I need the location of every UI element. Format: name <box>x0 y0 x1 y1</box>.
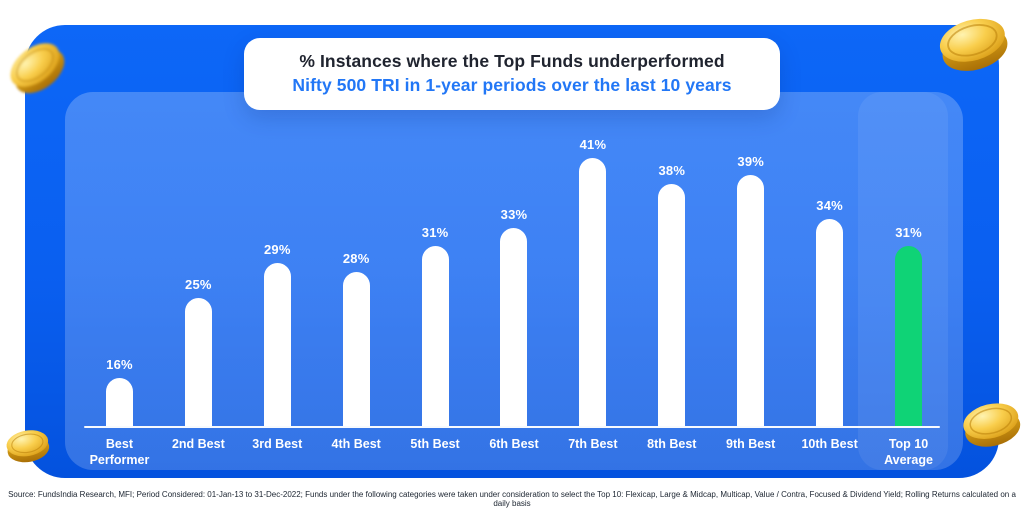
chart-categories: Best Performer 2nd Best 3rd Best 4th Best 5t… <box>80 436 948 469</box>
category-label: 5th Best <box>410 437 460 451</box>
gold-coin-icon <box>954 391 1024 461</box>
gold-coin-icon <box>928 3 1020 89</box>
bar-value-label: 16% <box>106 357 133 372</box>
category-label: Best Performer <box>89 437 150 468</box>
category-label: 3rd Best <box>252 437 303 451</box>
chart-column: 39% <box>711 100 790 426</box>
chart-column: 38% <box>632 100 711 426</box>
bar-value-label: 38% <box>658 163 686 178</box>
category-label: Top 10 Average <box>884 437 933 468</box>
bar <box>184 298 212 426</box>
x-axis-line <box>84 426 940 428</box>
bar <box>500 228 528 426</box>
category-label: 7th Best <box>568 437 618 451</box>
bar-value-label: 39% <box>737 154 765 169</box>
chart-column: 16% <box>80 100 159 426</box>
category-label: 2nd Best <box>171 437 225 451</box>
bar <box>579 158 607 426</box>
gold-coin-icon <box>1 422 56 472</box>
chart-column: 41% <box>553 100 632 426</box>
bar-value-label: 31% <box>421 225 449 240</box>
bar-value-label: 41% <box>579 137 607 152</box>
chart-column: 34% <box>790 100 869 426</box>
chart-title-box: % Instances where the Top Funds underper… <box>244 38 780 111</box>
bar <box>421 246 449 426</box>
category-label: 10th Best <box>801 437 858 451</box>
source-note: Source: FundsIndia Research, MFI; Period… <box>8 490 1016 508</box>
bar-value-label: 31% <box>895 225 922 240</box>
chart-title-line1: % Instances where the Top Funds underper… <box>299 51 725 71</box>
bar-value-label: 34% <box>816 198 843 213</box>
bar-value-label: 25% <box>185 277 212 292</box>
chart-column: 31% <box>869 100 948 426</box>
bar <box>105 378 133 426</box>
chart-title-line2: Nifty 500 TRI in 1-year periods over the… <box>292 74 732 95</box>
bar <box>737 175 765 426</box>
gold-coin-icon <box>0 26 81 111</box>
bar-value-label: 28% <box>342 251 370 266</box>
category-label: 6th Best <box>489 437 539 451</box>
bar <box>816 219 844 426</box>
chart-column: 28% <box>317 100 396 426</box>
bar-value-label: 33% <box>500 207 528 222</box>
bar <box>658 184 686 426</box>
bar-value-label: 29% <box>263 242 291 257</box>
chart-column: 29% <box>238 100 317 426</box>
chart-column: 33% <box>475 100 554 426</box>
bar <box>263 263 291 426</box>
bar-top10-average <box>895 246 923 426</box>
category-label: 8th Best <box>647 437 697 451</box>
bar <box>342 272 370 426</box>
category-label: 9th Best <box>726 437 776 451</box>
chart-column: 25% <box>159 100 238 426</box>
chart-column: 31% <box>396 100 475 426</box>
category-label: 4th Best <box>331 437 381 451</box>
chart-columns: 16% 25% 29% 28% 31% 33% 41% 38% 39% 34% 31% <box>80 100 948 426</box>
